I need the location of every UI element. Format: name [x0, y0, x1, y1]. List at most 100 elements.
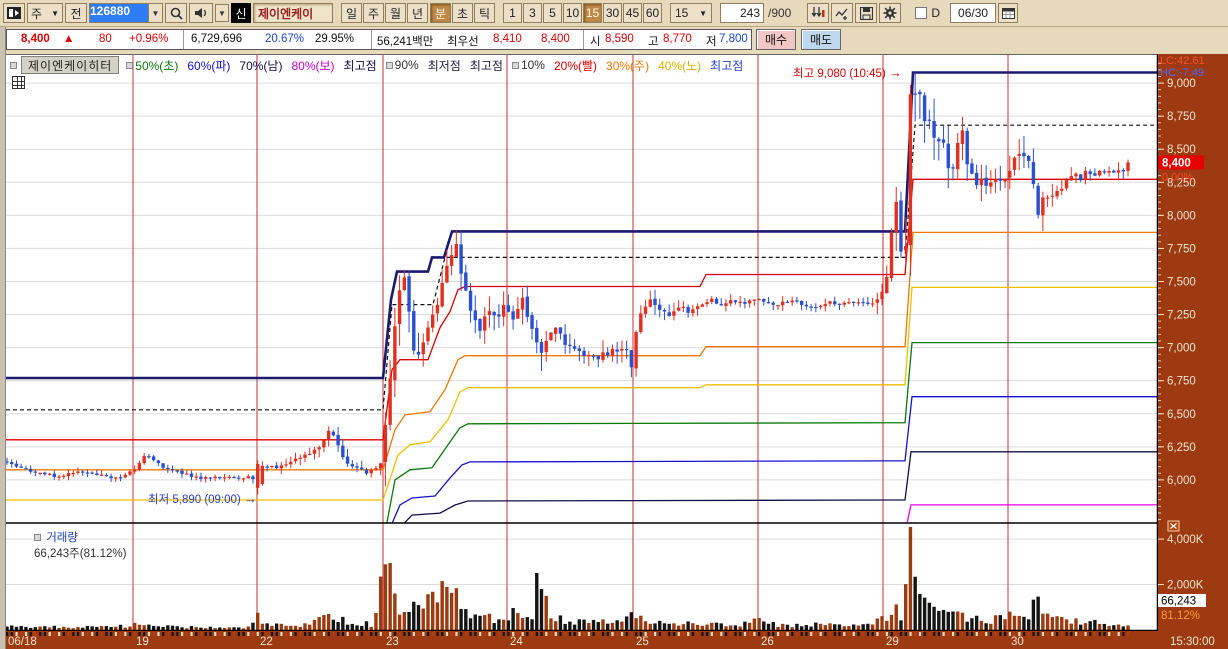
daily-checkbox-label: D: [931, 6, 941, 20]
close-time-label: 15:30:00: [1170, 636, 1215, 648]
price-tick-label: 6,500: [1167, 409, 1196, 421]
current-volume-percent: 81.12%: [1161, 610, 1200, 622]
type-button-분[interactable]: 분: [430, 3, 451, 23]
chart-period-value: 주: [31, 6, 43, 21]
grid-settings-icon[interactable]: [12, 76, 25, 89]
turnover-percent: 20.67%: [265, 33, 305, 45]
date-axis-label[interactable]: 25: [636, 636, 649, 648]
daily-checkbox[interactable]: [915, 7, 928, 19]
bar-total-label: /900: [768, 6, 792, 20]
chevron-down-icon: ▼: [218, 8, 226, 18]
legend-item-label: 50%(초): [135, 58, 179, 73]
current-price-percent: 0.00%: [1162, 171, 1193, 183]
settings-button[interactable]: [879, 3, 902, 23]
code-dropdown-arrow[interactable]: ▼: [148, 4, 162, 22]
legend-item-7: 최고점: [470, 57, 503, 74]
sound-dropdown-arrow[interactable]: ▼: [215, 4, 229, 22]
price-tick-label: 6,250: [1167, 442, 1196, 454]
sell-button[interactable]: 매도: [801, 29, 841, 50]
volume-panel-close-button[interactable]: [1167, 520, 1180, 532]
trade-amount: 56,241백만: [377, 36, 434, 48]
interval-button-30[interactable]: 30: [603, 3, 622, 23]
quote-strip: 8,400 ▲ 80 +0.96% 6,729,696 20.67% 29.95…: [6, 29, 752, 50]
interval-button-1[interactable]: 1: [503, 3, 522, 23]
chevron-down-icon: ▼: [699, 8, 707, 18]
price-tick-label: 6,000: [1167, 475, 1196, 487]
change-arrow-icon: ▲: [63, 33, 75, 45]
trendline-tool-button[interactable]: [831, 3, 854, 23]
stock-name-field[interactable]: 제이엔케이: [253, 3, 333, 23]
panel-toggle-icon: [7, 7, 21, 19]
legend-item-0: 50%(초): [126, 57, 178, 74]
period-button-월[interactable]: 월: [385, 3, 406, 23]
legend-item-label: 40%(노): [658, 58, 702, 73]
best-quote-label: 최우선: [447, 36, 479, 48]
bar-count-input[interactable]: 243: [720, 3, 764, 23]
lc-value: LC:42.61: [1160, 55, 1205, 67]
buy-button[interactable]: 매수: [756, 29, 796, 50]
date-axis-label[interactable]: 19: [136, 636, 149, 648]
price-tick-label: 7,000: [1167, 343, 1196, 355]
legend-item-1: 60%(파): [187, 57, 230, 74]
date-axis-label[interactable]: 24: [510, 636, 523, 648]
left-splitter[interactable]: [0, 27, 6, 649]
period-button-주[interactable]: 주: [363, 3, 384, 23]
type-button-틱[interactable]: 틱: [474, 3, 495, 23]
type-button-초[interactable]: 초: [452, 3, 473, 23]
legend-item-8: 10%: [511, 58, 545, 72]
interval-button-15[interactable]: 15: [583, 3, 602, 23]
legend-item-label: 최고점: [710, 58, 744, 73]
arrow-right-icon: →: [888, 65, 902, 80]
interval-button-45[interactable]: 45: [623, 3, 642, 23]
interval-button-3[interactable]: 3: [523, 3, 542, 23]
chart-legend: 제이엔케이히터 50%(초) 60%(파) 70%(남) 80%(보) 최고점 90% 최저…: [10, 56, 743, 74]
search-icon: [170, 7, 183, 20]
save-button[interactable]: [855, 3, 878, 23]
date-axis-label[interactable]: 29: [886, 636, 899, 648]
stock-name-tab[interactable]: 제이엔케이히터: [21, 56, 120, 74]
price-tick-label: 8,000: [1167, 210, 1196, 222]
period-button-년[interactable]: 년: [407, 3, 428, 23]
date-axis-label[interactable]: 26: [761, 636, 774, 648]
interval-button-10[interactable]: 10: [563, 3, 582, 23]
search-button[interactable]: [165, 3, 187, 23]
stock-code-input[interactable]: 126880: [90, 4, 148, 22]
chart-period-combo[interactable]: 주 ▼: [27, 3, 63, 23]
calendar-button[interactable]: [998, 3, 1019, 23]
legend-item-5: 90%: [385, 58, 419, 72]
interval-button-group: 1 3 5 10 15 30 45 60: [503, 3, 662, 23]
legend-item-10: 30%(주): [606, 57, 649, 74]
quote-row: 8,400 ▲ 80 +0.96% 6,729,696 20.67% 29.95…: [0, 27, 1228, 52]
current-volume-badge: 66,243: [1161, 596, 1196, 608]
last-price: 8,400: [21, 33, 50, 45]
interval-combo[interactable]: 15 ▼: [670, 3, 712, 23]
legend-item-label: 80%(보): [291, 58, 335, 73]
volume-tick-label: 4,000K: [1167, 534, 1204, 546]
jeon-button[interactable]: 전: [65, 3, 87, 23]
sound-button[interactable]: [189, 3, 213, 23]
interval-button-60[interactable]: 60: [643, 3, 662, 23]
arrow-right-icon: →: [243, 491, 257, 506]
legend-item-label: 최고점: [343, 58, 377, 73]
date-input[interactable]: 06/30: [950, 3, 997, 23]
date-axis-label[interactable]: 22: [260, 636, 273, 648]
interval-combo-value: 15: [675, 6, 689, 20]
current-price-badge: 8,400: [1162, 157, 1191, 169]
change-value: 80: [99, 33, 112, 45]
interval-button-5[interactable]: 5: [543, 3, 562, 23]
legend-item-6: 최저점: [428, 57, 461, 74]
legend-item-label: 20%(빨): [553, 58, 598, 73]
panel-toggle-button[interactable]: [3, 3, 25, 23]
legend-items: 50%(초) 60%(파) 70%(남) 80%(보) 최고점 90% 최저점 최고점 10% 2…: [126, 57, 743, 74]
compare-chart-button[interactable]: [807, 3, 830, 23]
legend-bullet-icon: [10, 61, 17, 69]
date-axis-label[interactable]: 06/18: [8, 636, 37, 648]
legend-bullet-icon: [511, 61, 519, 69]
date-axis-label[interactable]: 30: [1011, 636, 1024, 648]
period-button-일[interactable]: 일: [341, 3, 362, 23]
legend-bullet-icon: [385, 61, 393, 69]
date-axis-label[interactable]: 23: [386, 636, 399, 648]
high-point-annotation: 최고 9,080 (10:45) →: [793, 65, 902, 81]
